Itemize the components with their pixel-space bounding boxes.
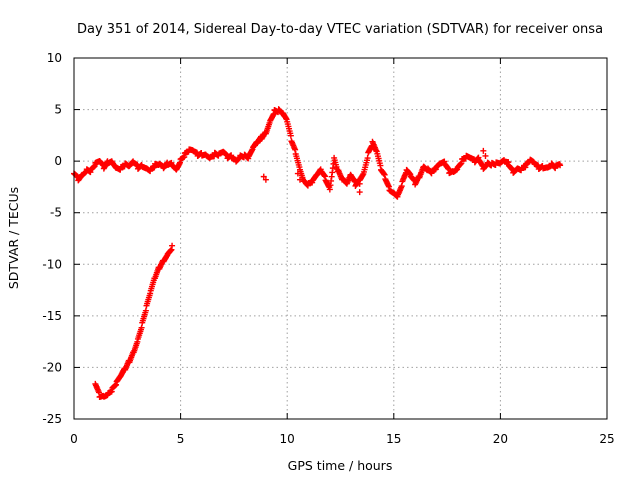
- y-tick-label: -25: [42, 412, 62, 426]
- x-tick-label: 20: [493, 432, 508, 446]
- data-point: [356, 180, 363, 187]
- y-tick-label: -15: [42, 309, 62, 323]
- tick-marks: [73, 57, 608, 420]
- data-point: [480, 147, 487, 154]
- data-point: [142, 307, 149, 314]
- y-axis-label: SDTVAR / TECUs: [6, 187, 21, 289]
- data-point: [364, 155, 371, 162]
- y-tick-labels: 10 5 0 -5 -10 -15 -20 -25: [42, 51, 62, 426]
- x-tick-label: 25: [599, 432, 614, 446]
- data-point: [169, 242, 176, 249]
- data-point: [287, 132, 294, 139]
- y-tick-label: 0: [54, 154, 62, 168]
- data-point: [294, 170, 301, 177]
- x-tick-labels: 0 5 10 15 20 25: [70, 432, 614, 446]
- x-tick-label: 0: [70, 432, 78, 446]
- grid: [74, 58, 607, 419]
- y-tick-label: 10: [47, 51, 62, 65]
- x-tick-label: 15: [386, 432, 401, 446]
- data-point: [262, 176, 269, 183]
- x-tick-label: 10: [280, 432, 295, 446]
- y-tick-label: -10: [42, 257, 62, 271]
- data-point: [296, 176, 303, 183]
- data-point: [557, 162, 564, 169]
- data-point: [138, 324, 145, 331]
- y-tick-label: -5: [50, 206, 62, 220]
- plot-frame: [73, 57, 608, 420]
- data-points: [71, 106, 564, 400]
- data-point: [356, 189, 363, 196]
- data-point: [482, 152, 489, 159]
- y-tick-label: 5: [54, 103, 62, 117]
- chart-title: Day 351 of 2014, Sidereal Day-to-day VTE…: [77, 22, 603, 37]
- data-point: [260, 173, 267, 180]
- x-tick-label: 5: [177, 432, 185, 446]
- y-tick-label: -20: [42, 360, 62, 374]
- x-axis-label: GPS time / hours: [288, 458, 393, 473]
